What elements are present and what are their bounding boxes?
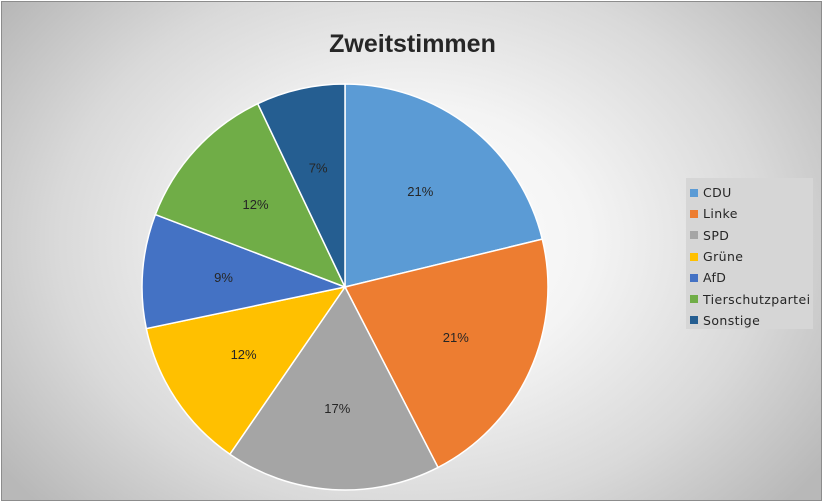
legend-swatch bbox=[690, 316, 698, 325]
chart-title: Zweitstimmen bbox=[329, 30, 496, 58]
data-label-afd: 9% bbox=[214, 270, 233, 285]
legend-item-spd: SPD bbox=[690, 225, 813, 246]
legend-swatch bbox=[690, 231, 698, 240]
legend-label: Tierschutzpartei bbox=[703, 291, 811, 307]
legend-item-cdu: CDU bbox=[690, 182, 813, 203]
legend-label: Linke bbox=[703, 206, 738, 222]
legend: CDU Linke SPD Grüne AfD Tierschutzpartei Sonst… bbox=[686, 178, 813, 329]
legend-label: Grüne bbox=[703, 249, 744, 265]
data-label-tierschutzpartei: 12% bbox=[243, 197, 269, 212]
legend-label: AfD bbox=[703, 270, 727, 286]
legend-swatch bbox=[690, 252, 698, 261]
legend-label: Sonstige bbox=[703, 312, 761, 328]
pie-slice-grüne bbox=[145, 285, 347, 456]
data-label-spd: 17% bbox=[324, 401, 350, 416]
pie-slice-spd bbox=[228, 285, 440, 491]
legend-item-grüne: Grüne bbox=[690, 246, 813, 267]
data-label-cdu: 21% bbox=[407, 184, 433, 199]
legend-item-tierschutzpartei: Tierschutzpartei bbox=[690, 288, 813, 309]
pie-slice-tierschutzpartei bbox=[154, 102, 347, 289]
data-label-linke: 21% bbox=[443, 330, 469, 345]
legend-swatch bbox=[690, 273, 698, 282]
pie-slice-sonstige bbox=[256, 83, 346, 288]
pie-slice-linke bbox=[343, 238, 549, 469]
data-label-grüne: 12% bbox=[231, 347, 257, 362]
legend-swatch bbox=[690, 188, 698, 197]
legend-swatch bbox=[690, 295, 698, 304]
legend-item-sonstige: Sonstige bbox=[690, 310, 813, 331]
legend-item-afd: AfD bbox=[690, 267, 813, 288]
legend-label: CDU bbox=[703, 185, 732, 201]
data-label-sonstige: 7% bbox=[309, 161, 328, 176]
legend-label: SPD bbox=[703, 227, 730, 243]
pie-slice-cdu bbox=[344, 83, 544, 288]
legend-item-linke: Linke bbox=[690, 203, 813, 224]
pie-slice-afd bbox=[141, 213, 348, 330]
legend-swatch bbox=[690, 209, 698, 218]
